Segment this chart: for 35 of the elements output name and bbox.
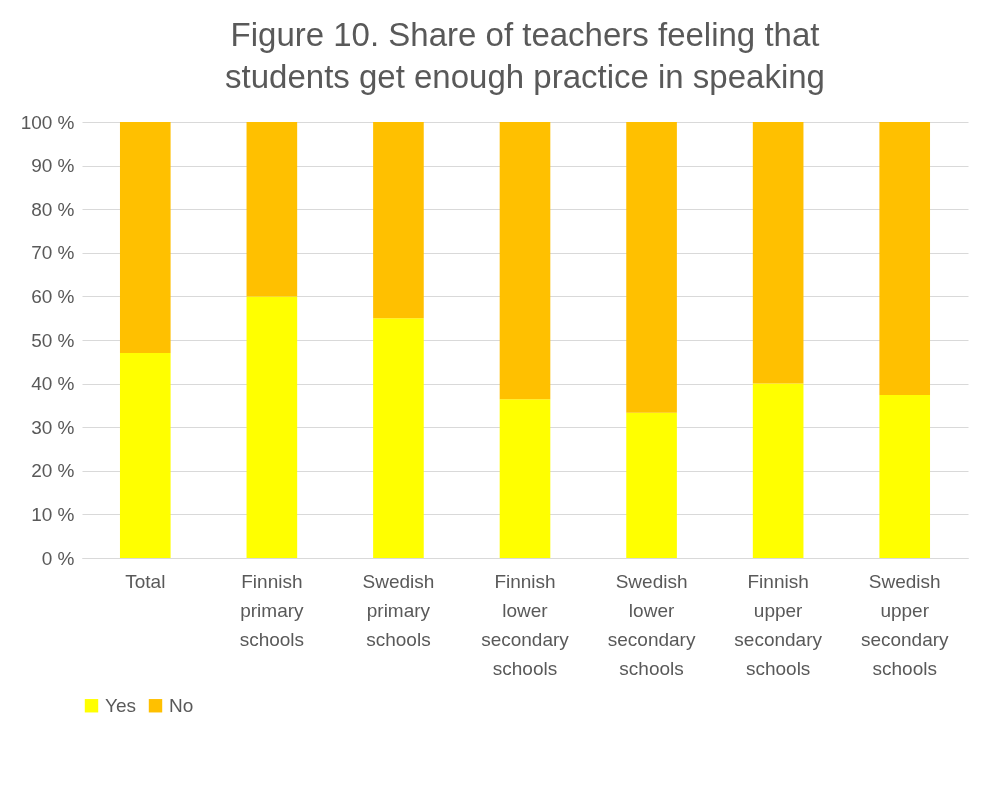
x-tick-label: Swedish upper secondary schools: [860, 570, 950, 679]
x-tick-label: Swedish lower secondary schools: [607, 570, 696, 679]
bar: [246, 122, 298, 297]
bar: [879, 394, 931, 558]
y-tick-label: 10 %: [31, 503, 75, 525]
bar: [119, 353, 171, 558]
bar: [499, 399, 551, 558]
bar: [373, 318, 424, 558]
x-tick-label: Swedish primary schools: [362, 570, 435, 650]
bar: [499, 122, 551, 400]
y-tick-label: 40 %: [31, 373, 75, 395]
bar: [752, 383, 804, 558]
chart-title: Figure 10. Share of teachers feeling that students get enough practice in speaking: [225, 16, 825, 95]
y-tick-label: 30 %: [31, 416, 75, 438]
y-tick-label: 20 %: [31, 460, 75, 482]
y-tick-label: 60 %: [31, 285, 75, 307]
y-tick-label: 70 %: [31, 242, 75, 264]
legend-label: No: [169, 694, 194, 716]
x-tick-label: Finnish primary schools: [239, 570, 305, 650]
bar: [373, 122, 424, 319]
legend-label: Yes: [105, 694, 136, 716]
y-tick-label: 90 %: [31, 155, 75, 177]
x-tick-label: Finnish upper secondary schools: [734, 570, 823, 679]
y-tick-label: 80 %: [31, 198, 75, 220]
bar: [879, 122, 931, 395]
bar: [246, 296, 298, 558]
bar: [626, 122, 677, 413]
y-tick-label: 50 %: [31, 329, 75, 351]
y-tick-label: 0 %: [41, 547, 75, 569]
y-tick-label: 100 %: [20, 111, 75, 133]
x-tick-label: Finnish lower secondary schools: [481, 570, 570, 679]
bar: [752, 122, 804, 384]
bar: [626, 412, 677, 558]
bar: [119, 122, 171, 354]
x-tick-label: Total: [125, 570, 166, 592]
